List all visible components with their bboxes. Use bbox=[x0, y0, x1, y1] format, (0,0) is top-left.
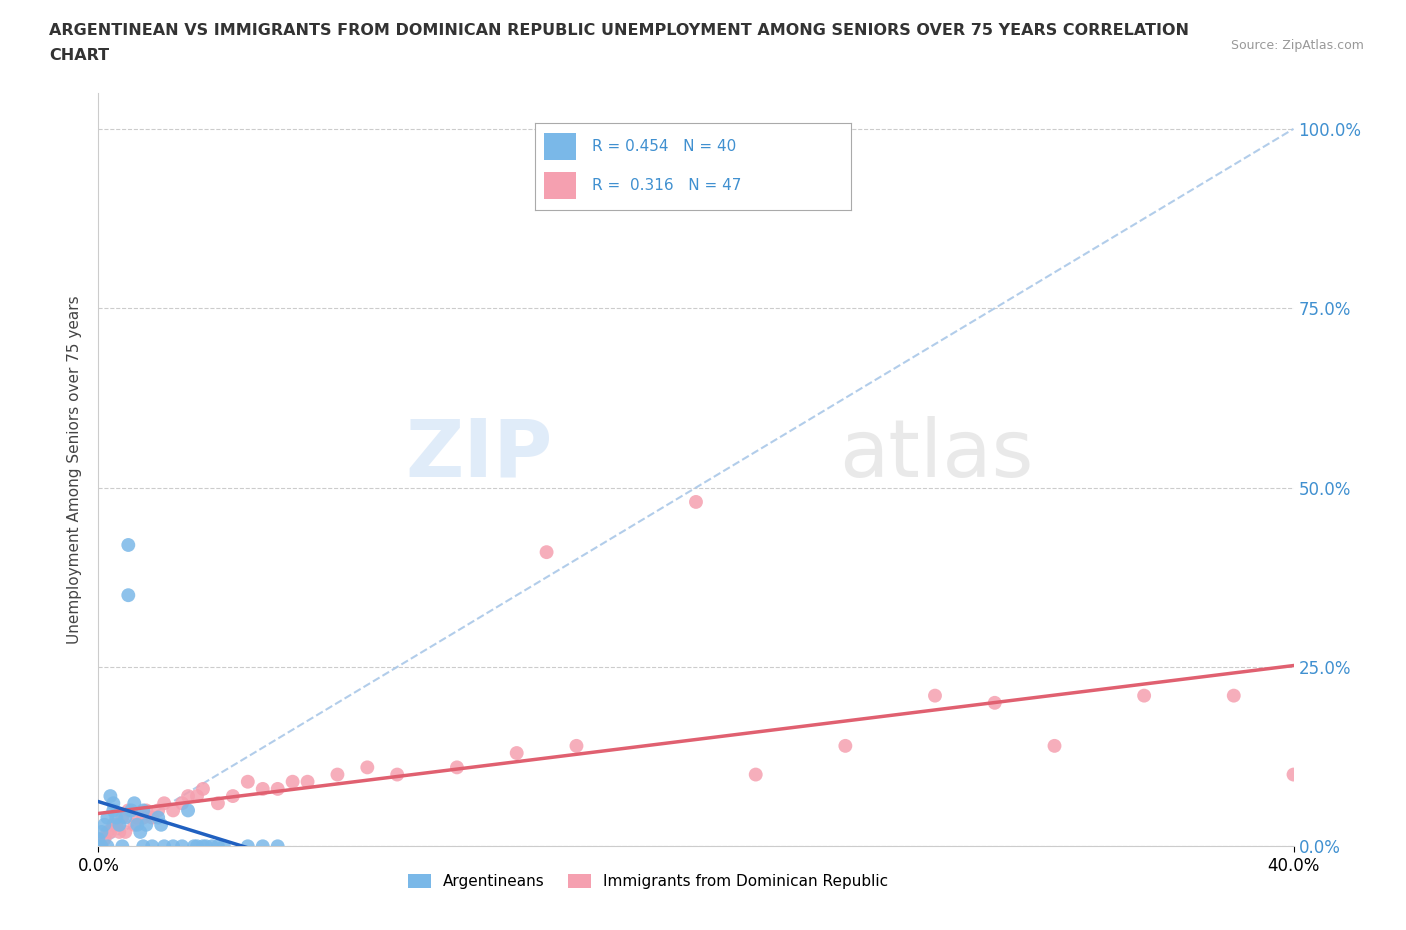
Point bbox=[114, 825, 136, 840]
Point bbox=[93, 831, 115, 846]
Point bbox=[124, 796, 146, 811]
Point bbox=[103, 796, 125, 811]
Text: CHART: CHART bbox=[49, 48, 110, 63]
Point bbox=[124, 817, 146, 832]
Point bbox=[117, 538, 139, 552]
Point bbox=[105, 817, 128, 832]
Point bbox=[186, 789, 208, 804]
Point bbox=[281, 775, 304, 790]
Point bbox=[96, 825, 118, 840]
Point bbox=[191, 781, 214, 796]
Point bbox=[148, 810, 170, 825]
Point bbox=[745, 767, 768, 782]
Point bbox=[111, 839, 134, 854]
Point bbox=[148, 803, 170, 817]
Point bbox=[195, 839, 218, 854]
Point bbox=[129, 825, 152, 840]
Point bbox=[135, 803, 157, 817]
Text: Source: ZipAtlas.com: Source: ZipAtlas.com bbox=[1230, 39, 1364, 52]
Point bbox=[93, 817, 115, 832]
Point bbox=[172, 796, 194, 811]
Point bbox=[132, 803, 155, 817]
Point bbox=[385, 767, 409, 782]
Point bbox=[153, 796, 176, 811]
Point bbox=[356, 760, 378, 775]
Point bbox=[87, 831, 110, 846]
Point bbox=[297, 775, 319, 790]
Point bbox=[506, 746, 529, 761]
Point bbox=[135, 817, 157, 832]
Point bbox=[207, 796, 229, 811]
Point bbox=[536, 545, 558, 560]
Point bbox=[132, 839, 155, 854]
Point bbox=[252, 781, 274, 796]
Point bbox=[114, 810, 136, 825]
Point bbox=[446, 760, 468, 775]
Point bbox=[201, 839, 224, 854]
Point bbox=[162, 803, 184, 817]
Point bbox=[96, 810, 118, 825]
Point bbox=[212, 839, 235, 854]
Point bbox=[98, 825, 122, 840]
Point bbox=[685, 495, 707, 510]
Point bbox=[207, 839, 229, 854]
Point bbox=[565, 738, 588, 753]
Point bbox=[834, 738, 856, 753]
Point bbox=[162, 839, 184, 854]
Point bbox=[252, 839, 274, 854]
Text: ZIP: ZIP bbox=[405, 416, 553, 494]
Point bbox=[236, 775, 259, 790]
Point bbox=[117, 588, 139, 603]
Legend: Argentineans, Immigrants from Dominican Republic: Argentineans, Immigrants from Dominican … bbox=[402, 868, 894, 896]
Point bbox=[1043, 738, 1066, 753]
Point bbox=[191, 839, 214, 854]
Point bbox=[132, 810, 155, 825]
Point bbox=[90, 839, 112, 854]
Point bbox=[236, 839, 259, 854]
Point bbox=[96, 839, 118, 854]
Point bbox=[172, 839, 194, 854]
Point bbox=[87, 831, 110, 846]
Point bbox=[105, 810, 128, 825]
Point bbox=[117, 803, 139, 817]
Point bbox=[267, 839, 290, 854]
Point bbox=[103, 817, 125, 832]
Point bbox=[98, 789, 122, 804]
Point bbox=[141, 810, 163, 825]
Point bbox=[267, 781, 290, 796]
Point bbox=[90, 825, 112, 840]
Point bbox=[326, 767, 349, 782]
Point bbox=[87, 839, 110, 854]
Point bbox=[1133, 688, 1156, 703]
Point bbox=[120, 803, 142, 817]
Point bbox=[1223, 688, 1246, 703]
Point bbox=[103, 803, 125, 817]
Point bbox=[90, 839, 112, 854]
Point bbox=[127, 810, 149, 825]
Point bbox=[141, 839, 163, 854]
Point bbox=[177, 789, 200, 804]
Point bbox=[177, 803, 200, 817]
Point bbox=[1282, 767, 1305, 782]
Text: ARGENTINEAN VS IMMIGRANTS FROM DOMINICAN REPUBLIC UNEMPLOYMENT AMONG SENIORS OVE: ARGENTINEAN VS IMMIGRANTS FROM DOMINICAN… bbox=[49, 23, 1189, 38]
Point bbox=[108, 825, 131, 840]
Point bbox=[153, 839, 176, 854]
Point bbox=[87, 839, 110, 854]
Text: atlas: atlas bbox=[839, 416, 1033, 494]
Point bbox=[183, 839, 205, 854]
Point bbox=[984, 696, 1007, 711]
Point bbox=[111, 810, 134, 825]
Point bbox=[150, 817, 173, 832]
Point bbox=[127, 817, 149, 832]
Point bbox=[222, 789, 245, 804]
Y-axis label: Unemployment Among Seniors over 75 years: Unemployment Among Seniors over 75 years bbox=[67, 296, 83, 644]
Point bbox=[186, 839, 208, 854]
Point bbox=[924, 688, 946, 703]
Point bbox=[108, 817, 131, 832]
